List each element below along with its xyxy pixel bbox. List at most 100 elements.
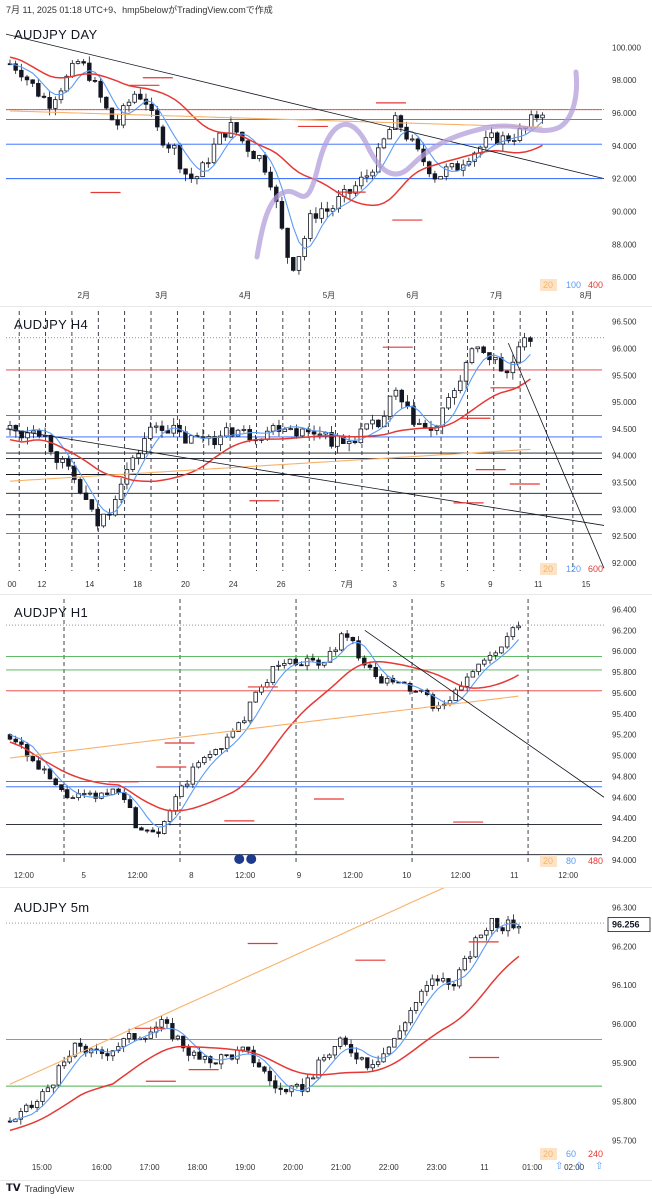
candle-down xyxy=(155,110,160,128)
candle-down xyxy=(325,208,330,212)
candle-up xyxy=(504,636,510,648)
candle-up xyxy=(516,346,521,363)
candle-down xyxy=(166,144,171,149)
candle-up xyxy=(148,426,153,439)
candle-up xyxy=(316,1059,321,1079)
day-chart-svg[interactable]: 100.000 98.000 96.000 94.000 92.000 90.000 88.… xyxy=(0,17,652,306)
candle-up xyxy=(34,1101,40,1108)
x-tick-label: 12 xyxy=(37,580,46,589)
h4-chart-svg[interactable]: 96.500 96.000 95.500 95.000 94.500 94.000 93.5… xyxy=(0,307,652,594)
candle-down xyxy=(367,664,373,668)
candle-up xyxy=(99,792,104,799)
candle-down xyxy=(455,163,460,171)
panel-day[interactable]: 100.000 98.000 96.000 94.000 92.000 90.000 88.… xyxy=(0,17,652,307)
flag-au-icon xyxy=(234,854,245,864)
candle-down xyxy=(300,1084,305,1092)
candle-down xyxy=(276,425,282,432)
x-tick-label: 18:00 xyxy=(187,1163,208,1172)
candle-up xyxy=(464,676,470,687)
candle-up xyxy=(132,93,137,103)
candle-up xyxy=(196,762,201,768)
candle-down xyxy=(78,1042,83,1047)
candle-down xyxy=(399,389,405,403)
candle-down xyxy=(262,1066,267,1072)
candle-down xyxy=(500,927,505,932)
ma-slow-line xyxy=(9,110,543,128)
candle-up xyxy=(206,162,211,165)
candle-up xyxy=(424,985,429,992)
candle-up xyxy=(403,1022,408,1032)
candle-down xyxy=(19,741,24,745)
y-tick-label: 95.000 xyxy=(612,398,637,407)
candle-down xyxy=(224,1054,229,1057)
candle-up xyxy=(370,419,375,425)
candle-up xyxy=(200,162,205,178)
y-tick-label: 94.600 xyxy=(612,793,637,802)
candle-up xyxy=(487,654,493,661)
x-tick-label: 18 xyxy=(133,580,142,589)
candle-down xyxy=(30,79,35,84)
candle-up xyxy=(430,978,435,986)
candle-down xyxy=(164,1019,170,1024)
candle-down xyxy=(313,213,319,219)
panel-5m[interactable]: 96.300 96.200 96.100 96.000 95.900 95.800 95.7… xyxy=(0,888,652,1181)
candle-up xyxy=(7,424,13,430)
y-tick-label: 98.000 xyxy=(612,76,637,85)
y-tick-label: 96.100 xyxy=(612,981,637,990)
candle-up xyxy=(387,129,392,140)
candle-down xyxy=(177,144,183,170)
candle-up xyxy=(296,256,302,271)
y-tick-label: 93.500 xyxy=(612,479,637,488)
candle-down xyxy=(208,1056,213,1064)
candle-up xyxy=(364,175,370,178)
candle-up xyxy=(270,425,276,432)
candle-up xyxy=(493,652,498,656)
ma-legend-label: 20 xyxy=(543,1149,553,1159)
candle-down xyxy=(350,636,356,642)
candle-down xyxy=(268,171,273,188)
candle-down xyxy=(36,430,42,437)
candle-up xyxy=(259,686,264,693)
candle-up xyxy=(56,1065,61,1086)
candle-down xyxy=(379,676,384,684)
y-tick-label: 96.400 xyxy=(612,605,637,614)
candle-up xyxy=(82,793,87,795)
h1-chart-svg[interactable]: 96.400 96.200 96.000 95.800 95.600 95.400 95.2… xyxy=(0,595,652,887)
legend-highlight xyxy=(540,855,557,867)
candle-up xyxy=(110,1050,115,1057)
candle-up xyxy=(207,754,213,758)
candle-up xyxy=(87,792,93,795)
panel-h1[interactable]: 96.400 96.200 96.000 95.800 95.600 95.400 95.2… xyxy=(0,595,652,888)
candle-up xyxy=(211,143,217,164)
candle-down xyxy=(186,1047,191,1056)
ma-legend-label: 60 xyxy=(566,1149,576,1159)
panel-h4[interactable]: 96.500 96.000 95.500 95.000 94.500 94.000 93.5… xyxy=(0,307,652,595)
candle-up xyxy=(327,651,333,663)
candle-down xyxy=(310,657,316,661)
candle-down xyxy=(72,465,77,480)
alert-arrow-icon: ⇧ xyxy=(555,1161,563,1172)
candle-down xyxy=(30,756,36,762)
candle-up xyxy=(167,810,173,822)
candle-up xyxy=(452,390,457,398)
x-tick-label: 11 xyxy=(510,871,519,880)
m5-chart-svg[interactable]: 96.300 96.200 96.100 96.000 95.900 95.800 95.7… xyxy=(0,888,652,1180)
y-tick-label: 100.000 xyxy=(612,43,641,52)
candle-up xyxy=(332,1045,337,1056)
candle-up xyxy=(230,731,236,738)
x-tick-label: 15 xyxy=(582,580,591,589)
candle-up xyxy=(516,625,521,629)
y-tick-label: 88.000 xyxy=(612,240,637,249)
x-tick-label: 20:00 xyxy=(283,1163,304,1172)
candle-down xyxy=(41,95,47,98)
candle-up xyxy=(282,663,287,666)
candle-down xyxy=(7,734,13,740)
candle-down xyxy=(93,792,98,799)
candle-down xyxy=(267,1070,272,1082)
y-tick-label: 94.500 xyxy=(612,425,637,434)
candle-up xyxy=(45,1087,51,1093)
candle-up xyxy=(453,689,458,701)
candle-down xyxy=(347,189,353,194)
candle-up xyxy=(339,633,344,651)
y-tick-label: 95.600 xyxy=(612,689,637,698)
